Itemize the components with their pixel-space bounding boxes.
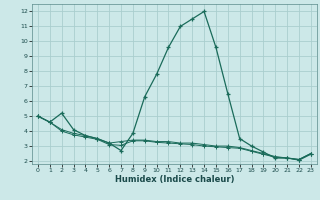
X-axis label: Humidex (Indice chaleur): Humidex (Indice chaleur) xyxy=(115,175,234,184)
